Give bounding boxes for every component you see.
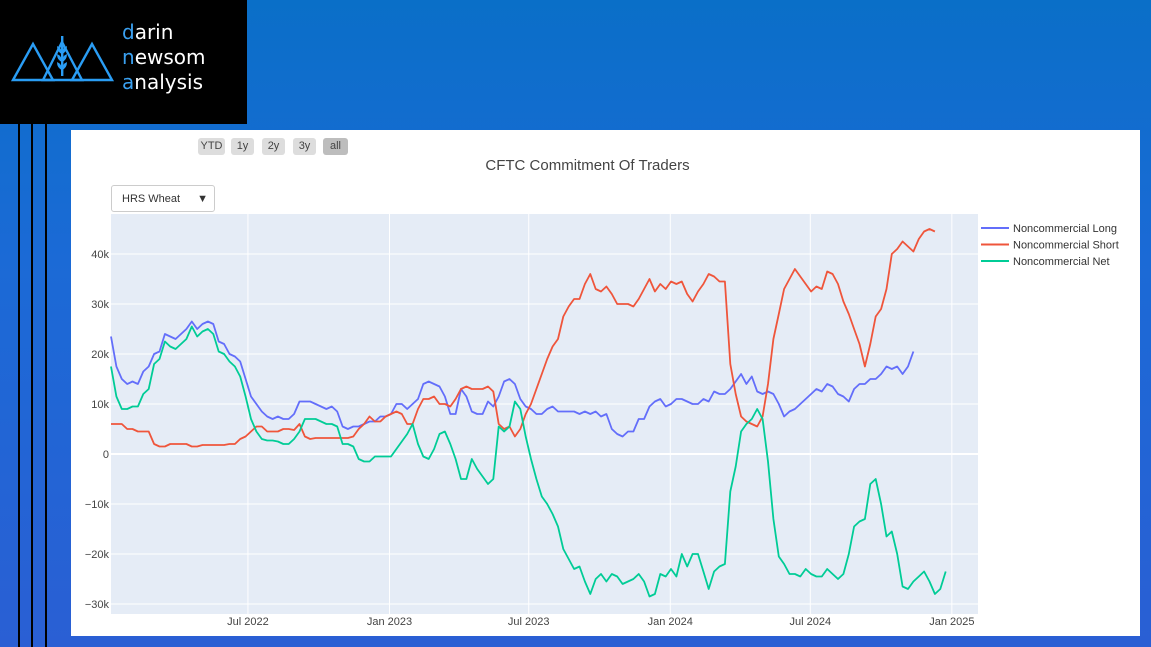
range-button-3y[interactable]: 3y: [293, 138, 316, 155]
range-button-1y[interactable]: 1y: [231, 138, 254, 155]
range-button-2y[interactable]: 2y: [262, 138, 285, 155]
range-button-all[interactable]: all: [323, 138, 348, 155]
chart-title: CFTC Commitment Of Traders: [485, 157, 690, 174]
logo-word: nalysis: [134, 70, 203, 94]
y-tick-label: −20k: [85, 549, 110, 561]
x-tick-label: Jan 2025: [929, 616, 974, 628]
dropdown-selected-value: HRS Wheat: [122, 193, 181, 205]
logo-word: arin: [134, 20, 174, 44]
x-tick-label: Jan 2024: [648, 616, 693, 628]
logo-accent: n: [122, 45, 135, 69]
x-tick-label: Jul 2024: [789, 616, 831, 628]
x-tick-label: Jan 2023: [367, 616, 412, 628]
chevron-down-icon: ▼: [197, 193, 208, 205]
legend-label: Noncommercial Net: [1013, 256, 1110, 268]
y-tick-label: 20k: [91, 349, 109, 361]
logo: darin newsom analysis: [0, 0, 247, 124]
y-tick-label: 10k: [91, 399, 109, 411]
y-tick-label: 0: [103, 449, 109, 461]
logo-text: darin newsom analysis: [122, 20, 206, 95]
x-tick-label: Jul 2023: [508, 616, 550, 628]
range-button-ytd[interactable]: YTD: [198, 138, 225, 155]
series-line: [110, 320, 915, 438]
logo-accent: a: [122, 70, 135, 94]
y-tick-label: 30k: [91, 299, 109, 311]
chart-panel: YTD 1y 2y 3y all CFTC Commitment Of Trad…: [71, 130, 1140, 636]
plot-area: [111, 214, 978, 614]
decorative-line: [45, 124, 47, 647]
legend-label: Noncommercial Short: [1013, 240, 1119, 252]
line-chart: −30k −20k −10k 0 10k 20k 30k 40k Jul 2022 Jan 202…: [85, 214, 1119, 628]
logo-accent: d: [122, 20, 135, 44]
logo-word: ewsom: [134, 45, 206, 69]
commodity-dropdown[interactable]: HRS Wheat ▼: [111, 185, 215, 212]
decorative-line: [31, 124, 33, 647]
y-tick-label: −10k: [85, 499, 110, 511]
decorative-line: [18, 124, 20, 647]
x-tick-label: Jul 2022: [227, 616, 269, 628]
mountain-logo-icon: [10, 36, 115, 82]
legend-label: Noncommercial Long: [1013, 223, 1117, 235]
series-line: [110, 325, 947, 598]
y-tick-label: 40k: [91, 249, 109, 261]
y-tick-label: −30k: [85, 599, 110, 611]
